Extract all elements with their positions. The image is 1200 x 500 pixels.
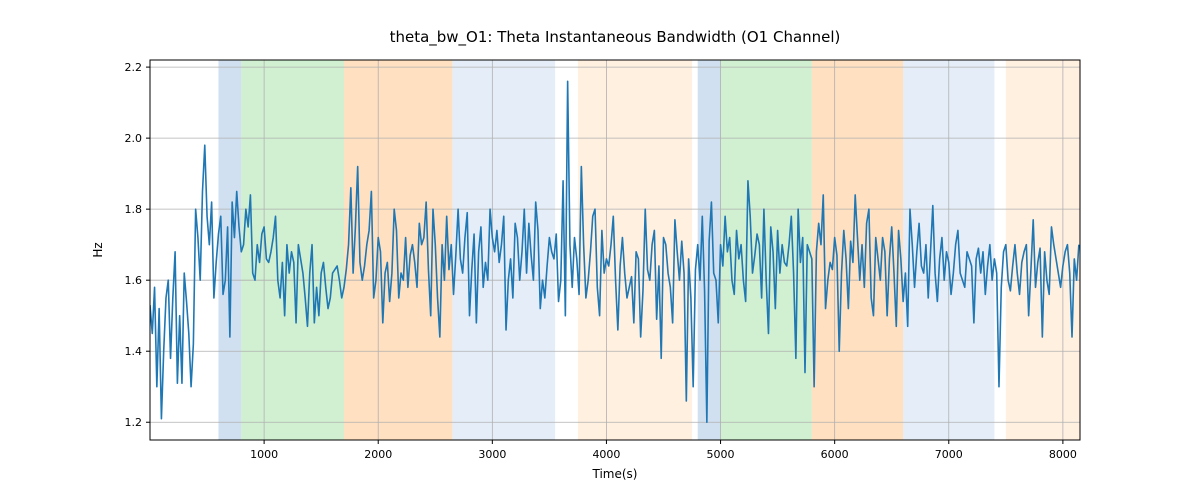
x-tick-label: 7000 xyxy=(935,448,963,461)
y-axis-label: Hz xyxy=(91,242,105,257)
y-tick-label: 1.8 xyxy=(125,203,143,216)
y-tick-label: 2.2 xyxy=(125,61,143,74)
y-tick-label: 2.0 xyxy=(125,132,143,145)
x-tick-label: 5000 xyxy=(707,448,735,461)
x-tick-label: 2000 xyxy=(364,448,392,461)
span-region xyxy=(1006,60,1080,440)
x-tick-label: 1000 xyxy=(250,448,278,461)
x-axis-label: Time(s) xyxy=(592,467,638,481)
x-tick-label: 6000 xyxy=(821,448,849,461)
x-tick-label: 4000 xyxy=(592,448,620,461)
line-chart: 1000 2000 3000 4000 5000 6000 7000 8000 1.2 1.4 1.… xyxy=(0,0,1200,500)
y-tick-label: 1.4 xyxy=(125,345,143,358)
chart-container: 1000 2000 3000 4000 5000 6000 7000 8000 1.2 1.4 1.… xyxy=(0,0,1200,500)
x-tick-label: 8000 xyxy=(1049,448,1077,461)
x-tick-label: 3000 xyxy=(478,448,506,461)
chart-title: theta_bw_O1: Theta Instantaneous Bandwid… xyxy=(390,28,841,47)
y-tick-label: 1.6 xyxy=(125,274,143,287)
y-tick-label: 1.2 xyxy=(125,416,143,429)
